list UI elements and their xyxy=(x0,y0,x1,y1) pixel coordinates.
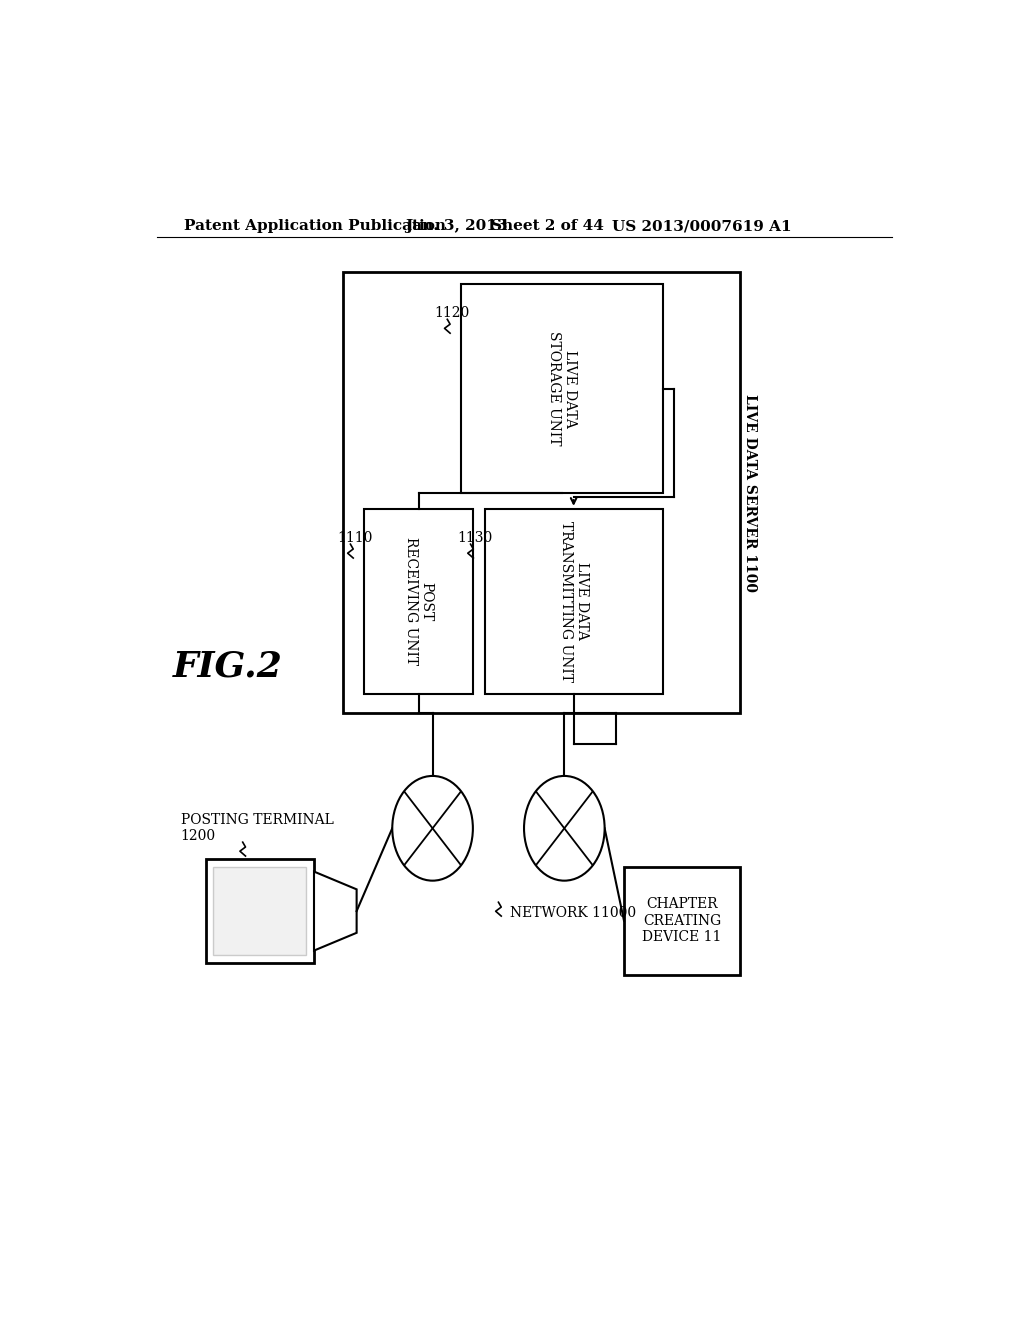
Ellipse shape xyxy=(524,776,604,880)
Text: LIVE DATA
TRANSMITTING UNIT: LIVE DATA TRANSMITTING UNIT xyxy=(558,520,589,681)
Text: US 2013/0007619 A1: US 2013/0007619 A1 xyxy=(612,219,792,234)
Text: Jan. 3, 2013: Jan. 3, 2013 xyxy=(406,219,508,234)
Bar xyxy=(624,867,740,974)
Bar xyxy=(206,859,314,964)
Text: CHAPTER
CREATING
DEVICE 11: CHAPTER CREATING DEVICE 11 xyxy=(642,898,722,944)
Polygon shape xyxy=(314,871,356,950)
Text: FIG.2: FIG.2 xyxy=(173,649,283,684)
Bar xyxy=(213,867,306,956)
Text: LIVE DATA SERVER 1100: LIVE DATA SERVER 1100 xyxy=(742,393,757,591)
Bar xyxy=(365,508,473,693)
Text: Patent Application Publication: Patent Application Publication xyxy=(183,219,445,234)
Bar xyxy=(343,272,740,713)
Text: LIVE DATA
STORAGE UNIT: LIVE DATA STORAGE UNIT xyxy=(547,331,578,446)
Bar xyxy=(484,508,663,693)
Text: 1130: 1130 xyxy=(458,531,493,545)
Text: 1120: 1120 xyxy=(434,306,469,321)
Text: NETWORK 11000: NETWORK 11000 xyxy=(510,906,636,920)
Ellipse shape xyxy=(392,776,473,880)
Text: 1110: 1110 xyxy=(337,531,373,545)
Text: Sheet 2 of 44: Sheet 2 of 44 xyxy=(490,219,603,234)
Text: POST
RECEIVING UNIT: POST RECEIVING UNIT xyxy=(403,537,434,665)
Bar xyxy=(461,284,663,494)
Text: POSTING TERMINAL
1200: POSTING TERMINAL 1200 xyxy=(180,813,334,843)
